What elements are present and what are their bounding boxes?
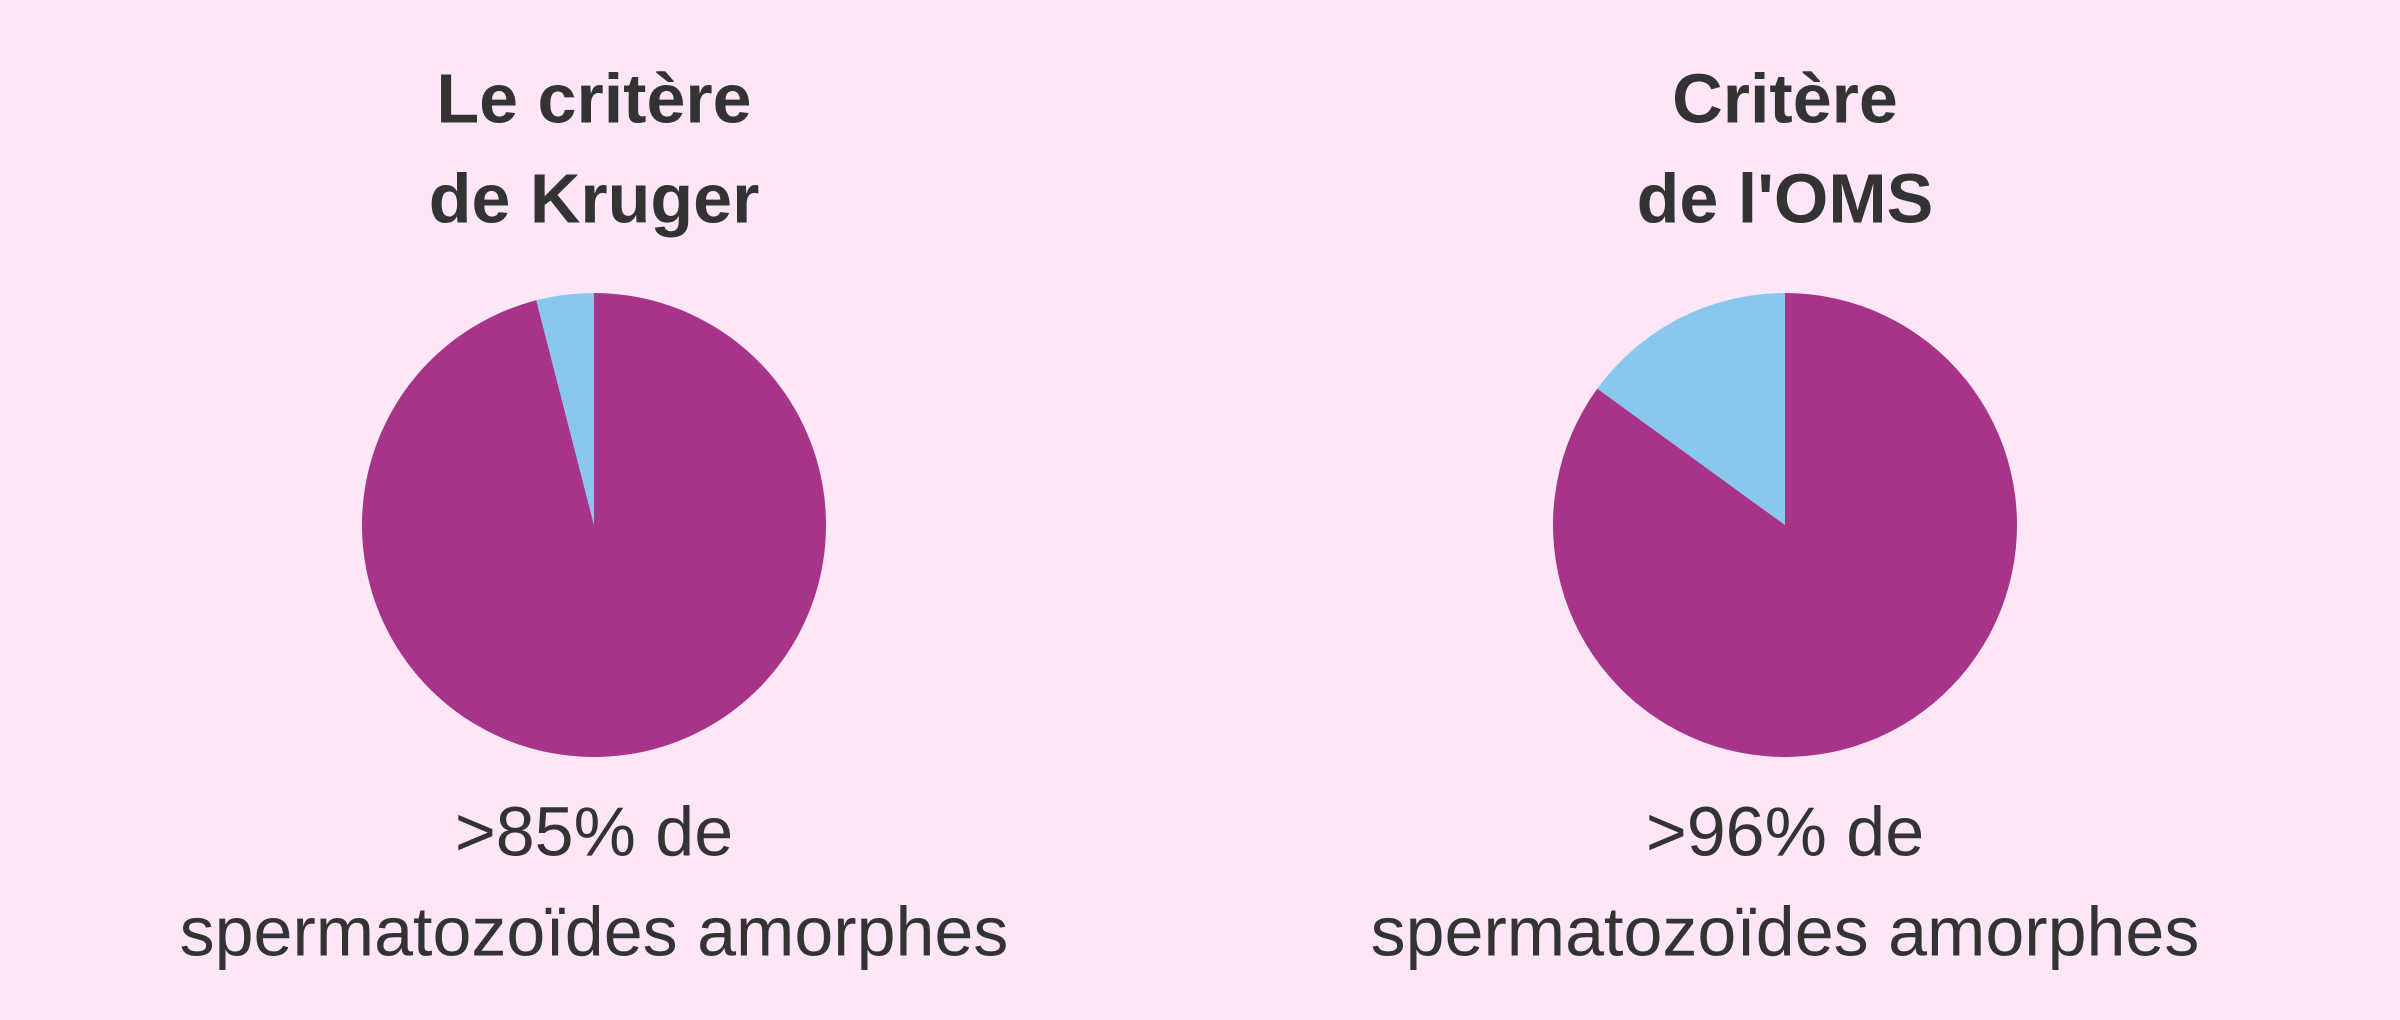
chart-title: Critère (1672, 59, 1898, 137)
chart-title: de Kruger (429, 159, 760, 237)
chart-title: de l'OMS (1637, 159, 1934, 237)
caption: spermatozoïdes amorphes (180, 892, 1009, 970)
chart-title: Le critère (436, 59, 751, 137)
pie-slice (1597, 293, 1785, 525)
pie-slice (536, 293, 594, 525)
caption: spermatozoïdes amorphes (1371, 892, 2200, 970)
caption: >96% de (1646, 792, 1924, 870)
pie-slice (1553, 293, 2018, 757)
caption: >85% de (455, 792, 733, 870)
